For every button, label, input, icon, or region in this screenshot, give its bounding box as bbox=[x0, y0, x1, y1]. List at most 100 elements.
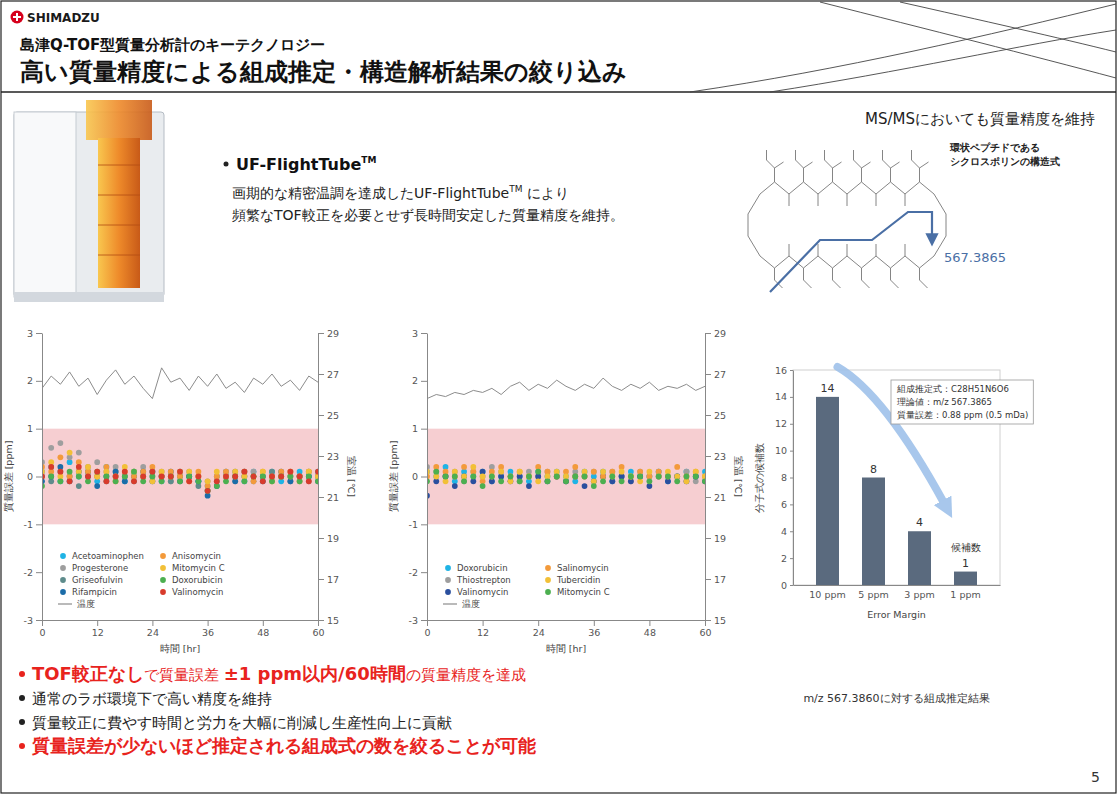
tick-label: 27 bbox=[714, 369, 726, 380]
data-point bbox=[443, 474, 449, 480]
data-point bbox=[600, 469, 606, 475]
data-point bbox=[223, 474, 229, 480]
data-point bbox=[278, 474, 284, 480]
y2-axis-line bbox=[318, 334, 319, 621]
data-point bbox=[48, 464, 54, 470]
branch bbox=[833, 162, 842, 168]
annotation-frame bbox=[891, 380, 1033, 424]
data-point bbox=[131, 469, 137, 475]
tick-mark bbox=[427, 620, 428, 626]
y2-axis-title: 室温 [℃] bbox=[346, 456, 357, 497]
swoosh bbox=[820, 2, 1116, 78]
data-point bbox=[76, 464, 82, 470]
tick-label: 0 bbox=[781, 580, 787, 591]
legend-entry: Acetoaminophen bbox=[60, 551, 144, 561]
tick-label: 4 bbox=[781, 526, 787, 537]
data-point bbox=[315, 478, 318, 484]
data-point bbox=[591, 469, 597, 475]
tick-label: 2 bbox=[27, 375, 33, 386]
bullet-dot bbox=[19, 695, 25, 701]
data-point bbox=[563, 478, 569, 484]
legend-entry: 温度 bbox=[58, 599, 95, 609]
tick-mark bbox=[318, 374, 324, 375]
tick: 19 bbox=[705, 533, 726, 544]
legend-entry: Progesterone bbox=[60, 563, 128, 573]
tick-label: -1 bbox=[409, 519, 418, 530]
tick: 27 bbox=[705, 369, 726, 380]
data-point bbox=[58, 454, 64, 460]
x-axis: 01224364860 bbox=[424, 620, 711, 638]
data-point bbox=[563, 478, 569, 484]
legend-swatch bbox=[58, 603, 72, 604]
data-point bbox=[297, 474, 303, 480]
logo: SHIMADZU bbox=[11, 11, 100, 26]
branch bbox=[920, 162, 929, 168]
data-point bbox=[251, 474, 257, 480]
data-point bbox=[131, 469, 137, 475]
data-point bbox=[260, 478, 266, 484]
data-point bbox=[58, 469, 64, 475]
tick-label: 1 bbox=[27, 423, 33, 434]
branch bbox=[862, 162, 871, 168]
tick: 10 ppm bbox=[809, 585, 845, 600]
bullet-text-part: 通常のラボ環境下で高い精度を維持 bbox=[32, 690, 272, 708]
tube-band bbox=[98, 255, 140, 256]
data-point bbox=[693, 474, 699, 480]
tick-label: 12 bbox=[775, 418, 787, 429]
data-point bbox=[297, 474, 303, 480]
legend-swatch bbox=[545, 589, 551, 595]
legend-entry: Rifampicin bbox=[60, 587, 117, 597]
tick: 36 bbox=[588, 620, 600, 638]
data-point bbox=[315, 469, 318, 475]
data-point bbox=[684, 474, 690, 480]
x-axis: 01224364860 bbox=[39, 620, 324, 638]
legend-swatch bbox=[545, 565, 551, 571]
data-point bbox=[94, 469, 100, 475]
data-point bbox=[433, 469, 439, 475]
legend-label: Acetoaminophen bbox=[72, 551, 144, 561]
data-point bbox=[591, 483, 597, 489]
temperature-line bbox=[427, 378, 705, 399]
data-point bbox=[554, 474, 560, 480]
tick: -1 bbox=[409, 519, 427, 530]
chart: 1484110 ppm5 ppm3 ppm1 ppm0246810121416E… bbox=[754, 365, 1033, 705]
data-point bbox=[665, 474, 671, 480]
tick-mark bbox=[705, 538, 711, 539]
page-number: 5 bbox=[1091, 769, 1100, 785]
branch bbox=[825, 150, 833, 182]
bullet-text-part: の質量精度を達成 bbox=[406, 666, 526, 684]
tick-label: 0 bbox=[27, 471, 33, 482]
data-point bbox=[104, 478, 110, 484]
data-point bbox=[480, 474, 486, 480]
tick-label: 2 bbox=[412, 375, 418, 386]
tick-label: 17 bbox=[714, 574, 726, 585]
tick-mark bbox=[318, 538, 324, 539]
legend: AcetoaminophenProgesteroneGriseofulvinRi… bbox=[58, 551, 225, 609]
tick: 14 bbox=[775, 391, 793, 402]
legend-swatch bbox=[60, 589, 66, 595]
legend-entry: Valinomycin bbox=[445, 587, 508, 597]
data-point bbox=[619, 478, 625, 484]
data-point bbox=[122, 469, 128, 475]
instrument-panel bbox=[14, 112, 76, 297]
bond bbox=[760, 182, 934, 194]
tick-mark bbox=[790, 531, 793, 532]
tick: 1 bbox=[27, 423, 42, 434]
legend-label: Mitomycin C bbox=[172, 563, 225, 573]
bullet-text-part: TOF較正なし bbox=[32, 663, 144, 684]
tick: 25 bbox=[705, 410, 726, 421]
tick-mark bbox=[318, 415, 324, 416]
tick: 10 bbox=[775, 445, 793, 456]
data-point bbox=[582, 474, 588, 480]
structure-caption: シクロスポリンの構造式 bbox=[950, 156, 1060, 167]
data-point bbox=[628, 474, 634, 480]
tube-band bbox=[98, 165, 140, 166]
data-point bbox=[67, 478, 73, 484]
legend-label: Tubercidin bbox=[556, 575, 600, 585]
data-point bbox=[242, 469, 248, 475]
data-point bbox=[232, 474, 238, 480]
data-point bbox=[168, 474, 174, 480]
bullet-text: 質量誤差が少ないほど推定される組成式の数を絞ることが可能 bbox=[31, 735, 536, 756]
data-point bbox=[251, 474, 257, 480]
tick-mark bbox=[705, 333, 711, 334]
